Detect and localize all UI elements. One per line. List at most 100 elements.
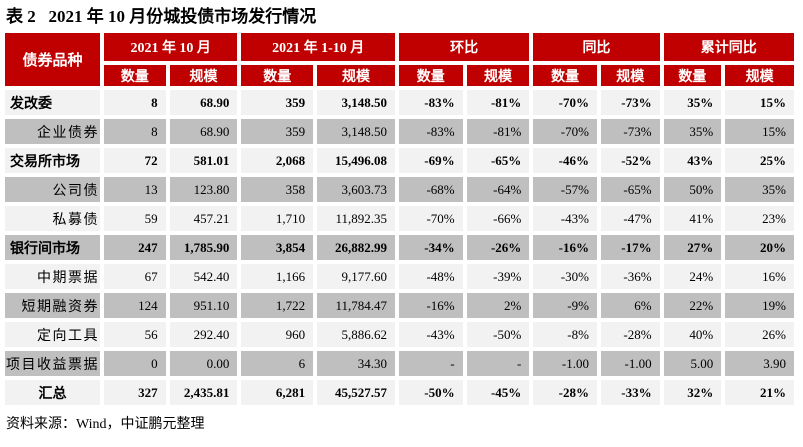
- bond-issuance-table: 债券品种 2021 年 10 月 2021 年 1-10 月 环比 同比 累计同…: [1, 29, 798, 409]
- table-cell: 581.01: [169, 148, 238, 173]
- table-header: 债券品种 2021 年 10 月 2021 年 1-10 月 环比 同比 累计同…: [5, 33, 794, 86]
- table-row: 银行间市场 247 1,785.90 3,854 26,882.99 -34% -26% -1…: [5, 235, 794, 260]
- report-page: 表 2 2021 年 10 月份城投债市场发行情况 债券品种 2021 年 10…: [1, 7, 798, 432]
- table-cell: 3,148.50: [317, 119, 395, 144]
- table-cell: 124: [104, 293, 166, 318]
- table-title: 表 2 2021 年 10 月份城投债市场发行情况: [6, 7, 317, 26]
- table-cell: 24%: [663, 264, 722, 289]
- table-cell: -50%: [398, 380, 463, 405]
- table-cell: -17%: [600, 235, 660, 260]
- table-cell: -81%: [466, 90, 530, 115]
- column-header-count: 数量: [663, 65, 722, 86]
- row-label: 项目收益票据: [5, 351, 100, 376]
- table-cell: 15%: [725, 119, 794, 144]
- table-row: 短期融资券 124 951.10 1,722 11,784.47 -16% 2% -9% 6% 2…: [5, 293, 794, 318]
- table-cell: 22%: [663, 293, 722, 318]
- table-cell: -81%: [466, 119, 530, 144]
- group-header-cumulative-yoy: 累计同比: [663, 33, 794, 61]
- row-label: 银行间市场: [5, 235, 100, 260]
- table-cell: -28%: [533, 380, 597, 405]
- table-cell: 457.21: [169, 206, 238, 231]
- row-label: 公司债: [5, 177, 100, 202]
- table-cell: 68.90: [169, 90, 238, 115]
- table-cell: 23%: [725, 206, 794, 231]
- table-cell: -1.00: [600, 351, 660, 376]
- table-cell: -73%: [600, 119, 660, 144]
- table-cell: -9%: [533, 293, 597, 318]
- table-row: 交易所市场 72 581.01 2,068 15,496.08 -69% -65% -46% -…: [5, 148, 794, 173]
- row-label: 汇总: [5, 380, 100, 405]
- table-cell: 34.30: [317, 351, 395, 376]
- row-label: 中期票据: [5, 264, 100, 289]
- table-row: 汇总 327 2,435.81 6,281 45,527.57 -50% -45% -28% -…: [5, 380, 794, 405]
- table-cell: 72: [104, 148, 166, 173]
- row-label: 企业债券: [5, 119, 100, 144]
- table-cell: 359: [241, 119, 314, 144]
- table-cell: 0: [104, 351, 166, 376]
- table-cell: -39%: [466, 264, 530, 289]
- table-cell: -: [466, 351, 530, 376]
- table-cell: 35%: [663, 119, 722, 144]
- table-cell: -47%: [600, 206, 660, 231]
- table-row: 发改委 8 68.90 359 3,148.50 -83% -81% -70% -73% 35% 1…: [5, 90, 794, 115]
- table-cell: -26%: [466, 235, 530, 260]
- table-cell: 359: [241, 90, 314, 115]
- table-cell: 960: [241, 322, 314, 347]
- column-header-count: 数量: [104, 65, 166, 86]
- subheader-row: 数量 规模 数量 规模 数量 规模 数量 规模 数量 规模: [5, 65, 794, 86]
- column-header-bond-type: 债券品种: [5, 33, 100, 86]
- table-cell: 358: [241, 177, 314, 202]
- row-label: 短期融资券: [5, 293, 100, 318]
- table-cell: 327: [104, 380, 166, 405]
- column-header-scale: 规模: [317, 65, 395, 86]
- column-header-scale: 规模: [725, 65, 794, 86]
- table-cell: 15%: [725, 90, 794, 115]
- table-cell: -16%: [533, 235, 597, 260]
- table-cell: 15,496.08: [317, 148, 395, 173]
- table-cell: 3,148.50: [317, 90, 395, 115]
- table-cell: 27%: [663, 235, 722, 260]
- table-cell: -70%: [533, 90, 597, 115]
- table-cell: 25%: [725, 148, 794, 173]
- table-cell: 3,603.73: [317, 177, 395, 202]
- column-header-count: 数量: [241, 65, 314, 86]
- table-cell: -70%: [533, 119, 597, 144]
- row-label: 发改委: [5, 90, 100, 115]
- table-cell: -66%: [466, 206, 530, 231]
- source-note: 资料来源：Wind，中证鹏元整理: [6, 417, 205, 432]
- table-row: 公司债 13 123.80 358 3,603.73 -68% -64% -57% -65% 50…: [5, 177, 794, 202]
- table-cell: 40%: [663, 322, 722, 347]
- table-cell: -: [398, 351, 463, 376]
- table-cell: 45,527.57: [317, 380, 395, 405]
- table-cell: -50%: [466, 322, 530, 347]
- group-header-yoy: 同比: [533, 33, 660, 61]
- table-cell: 11,892.35: [317, 206, 395, 231]
- table-cell: 1,785.90: [169, 235, 238, 260]
- group-header-row: 债券品种 2021 年 10 月 2021 年 1-10 月 环比 同比 累计同…: [5, 33, 794, 86]
- table-cell: 59: [104, 206, 166, 231]
- group-header-oct-2021: 2021 年 10 月: [104, 33, 238, 61]
- table-cell: 26%: [725, 322, 794, 347]
- table-cell: 3.90: [725, 351, 794, 376]
- table-cell: 8: [104, 119, 166, 144]
- column-header-scale: 规模: [600, 65, 660, 86]
- table-cell: 6: [241, 351, 314, 376]
- table-cell: 1,722: [241, 293, 314, 318]
- column-header-count: 数量: [398, 65, 463, 86]
- table-cell: 68.90: [169, 119, 238, 144]
- column-header-count: 数量: [533, 65, 597, 86]
- table-cell: -28%: [600, 322, 660, 347]
- table-cell: 21%: [725, 380, 794, 405]
- table-cell: 3,854: [241, 235, 314, 260]
- table-cell: -64%: [466, 177, 530, 202]
- table-cell: 13: [104, 177, 166, 202]
- table-cell: 2,068: [241, 148, 314, 173]
- table-cell: 50%: [663, 177, 722, 202]
- table-cell: 1,710: [241, 206, 314, 231]
- table-cell: -68%: [398, 177, 463, 202]
- table-cell: 56: [104, 322, 166, 347]
- table-cell: -48%: [398, 264, 463, 289]
- table-cell: -52%: [600, 148, 660, 173]
- table-cell: -65%: [466, 148, 530, 173]
- column-header-scale: 规模: [169, 65, 238, 86]
